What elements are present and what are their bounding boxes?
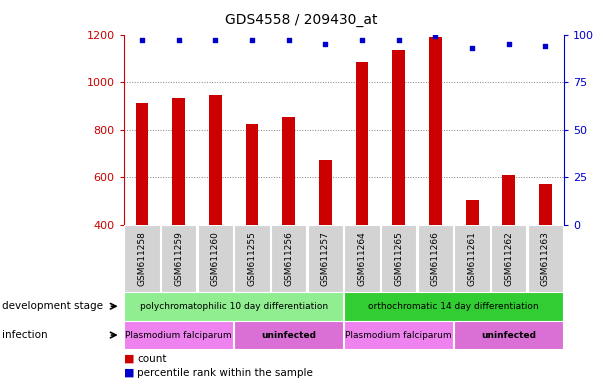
Text: GSM611259: GSM611259 [174,231,183,286]
Point [137,37,147,43]
Bar [245,124,259,225]
Bar [466,200,479,225]
Text: GSM611257: GSM611257 [321,231,330,286]
Bar [209,95,222,225]
Bar [491,225,526,292]
Text: count: count [137,354,166,364]
Bar [393,50,405,225]
Bar [455,321,563,349]
Bar [235,225,270,292]
Point [541,43,551,49]
Point [321,41,330,47]
Bar [198,225,233,292]
Text: GSM611262: GSM611262 [504,231,513,286]
Text: polychromatophilic 10 day differentiation: polychromatophilic 10 day differentiatio… [140,302,327,311]
Text: GSM611258: GSM611258 [137,231,147,286]
Bar [344,292,563,321]
Point [284,37,294,43]
Bar [344,225,380,292]
Bar [308,225,343,292]
Text: Plasmodium falciparum: Plasmodium falciparum [346,331,452,339]
Bar [136,103,148,225]
Bar [319,161,332,225]
Bar [418,225,453,292]
Text: GSM611265: GSM611265 [394,231,403,286]
Point [357,37,367,43]
Text: infection: infection [2,330,48,340]
Text: ■: ■ [124,354,134,364]
Bar [455,225,490,292]
Text: GSM611266: GSM611266 [431,231,440,286]
Text: percentile rank within the sample: percentile rank within the sample [137,368,313,378]
Text: orthochromatic 14 day differentiation: orthochromatic 14 day differentiation [368,302,539,311]
Text: uninfected: uninfected [481,331,536,339]
Bar [124,292,343,321]
Bar [271,225,306,292]
Bar [282,116,295,225]
Point [504,41,514,47]
Text: GDS4558 / 209430_at: GDS4558 / 209430_at [226,13,377,27]
Bar [124,321,233,349]
Bar [235,321,343,349]
Bar [381,225,416,292]
Bar [502,175,515,225]
Bar [429,37,442,225]
Bar [356,62,368,225]
Bar [124,225,160,292]
Text: GSM611256: GSM611256 [284,231,293,286]
Point [247,37,257,43]
Text: uninfected: uninfected [261,331,316,339]
Text: GSM611261: GSM611261 [467,231,476,286]
Point [467,45,477,51]
Text: GSM611260: GSM611260 [211,231,220,286]
Text: GSM611263: GSM611263 [541,231,550,286]
Bar [172,98,185,225]
Point [394,37,403,43]
Bar [528,225,563,292]
Point [210,37,220,43]
Bar [161,225,196,292]
Point [431,33,440,40]
Text: ■: ■ [124,368,134,378]
Bar [344,321,453,349]
Text: GSM611255: GSM611255 [247,231,256,286]
Bar [539,184,552,225]
Text: development stage: development stage [2,301,103,311]
Point [174,37,183,43]
Text: Plasmodium falciparum: Plasmodium falciparum [125,331,232,339]
Text: GSM611264: GSM611264 [358,231,367,286]
